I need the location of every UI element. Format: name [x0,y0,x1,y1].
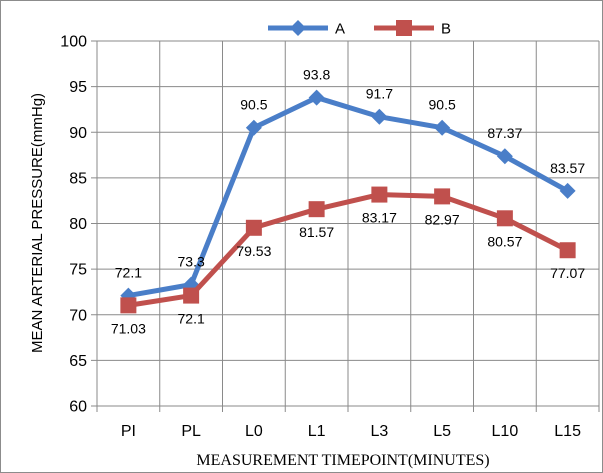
y-tick-label: 70 [69,307,87,324]
series-B-point [434,188,451,205]
series-B-data-label: 83.17 [362,210,397,226]
series-A-data-label: 91.7 [366,86,393,102]
y-tick-label: 85 [69,170,87,187]
series-A-point [434,119,451,136]
series-A-line [127,95,569,299]
y-axis-title: MEAN ARTERIAL PRESSURE(mmHg) [29,93,46,353]
y-tick-label: 90 [69,125,87,142]
x-tick-label: L15 [554,423,581,440]
series-B-data-label: 71.03 [111,320,146,336]
axes: 60 65 70 75 80 85 90 95 100 PI PL L0 L1 L3 L5 L10 L15 [60,34,600,440]
series-B-data-label: 80.57 [487,233,522,249]
series-B-data-label: 82.97 [425,211,460,227]
series-A-point [559,182,576,199]
series-A-data-label: 90.5 [240,97,267,113]
legend-B-marker [396,20,412,36]
series-A-point [371,108,388,125]
legend-A-marker [290,20,306,36]
series-B-data-label: 77.07 [550,265,585,281]
series-A-data-label: 73.3 [178,254,205,270]
series-B-data-label: 81.57 [299,224,334,240]
x-tick-label: L5 [433,423,451,440]
y-tick-label: 60 [69,399,87,416]
series-B-point [371,186,388,203]
x-tick-label: L1 [308,423,326,440]
series-B-point [308,201,325,218]
series-B-line [127,192,569,308]
series-B-point [559,242,576,259]
series-lines [120,89,576,314]
legend-B-label: B [441,21,451,38]
series-A-point [496,148,513,165]
series-A-data-label: 83.57 [550,160,585,176]
series-A-point [308,89,325,106]
series-A-point [245,119,262,136]
x-tick-label: L0 [245,423,263,440]
x-tick-label: PI [121,423,136,440]
data-labels: 72.1 73.3 90.5 93.8 91.7 90.5 87.37 83.57 71.03 7… [111,67,585,337]
series-A-data-label: 72.1 [115,265,142,281]
series-B-point [120,297,137,314]
legend-A-label: A [335,21,345,38]
y-tick-label: 80 [69,216,87,233]
series-A-data-label: 93.8 [303,67,330,83]
series-B-point [496,210,513,227]
series-B-point [245,219,262,236]
x-tick-label: L3 [370,423,388,440]
gridlines [96,40,600,407]
y-tick-label: 65 [69,353,87,370]
series-B-data-label: 79.53 [236,243,271,259]
x-tick-label: L10 [492,423,519,440]
y-tick-label: 100 [60,34,87,51]
series-B-point [183,287,200,304]
series-B-data-label: 72.1 [178,311,205,327]
x-tick-label: PL [181,423,201,440]
series-A-data-label: 90.5 [429,97,456,113]
y-tick-label: 75 [69,262,87,279]
y-tick-label: 95 [69,79,87,96]
x-axis-title: MEASUREMENT TIMEPOINT(MINUTES) [196,452,489,469]
series-A-data-label: 87.37 [487,125,522,141]
